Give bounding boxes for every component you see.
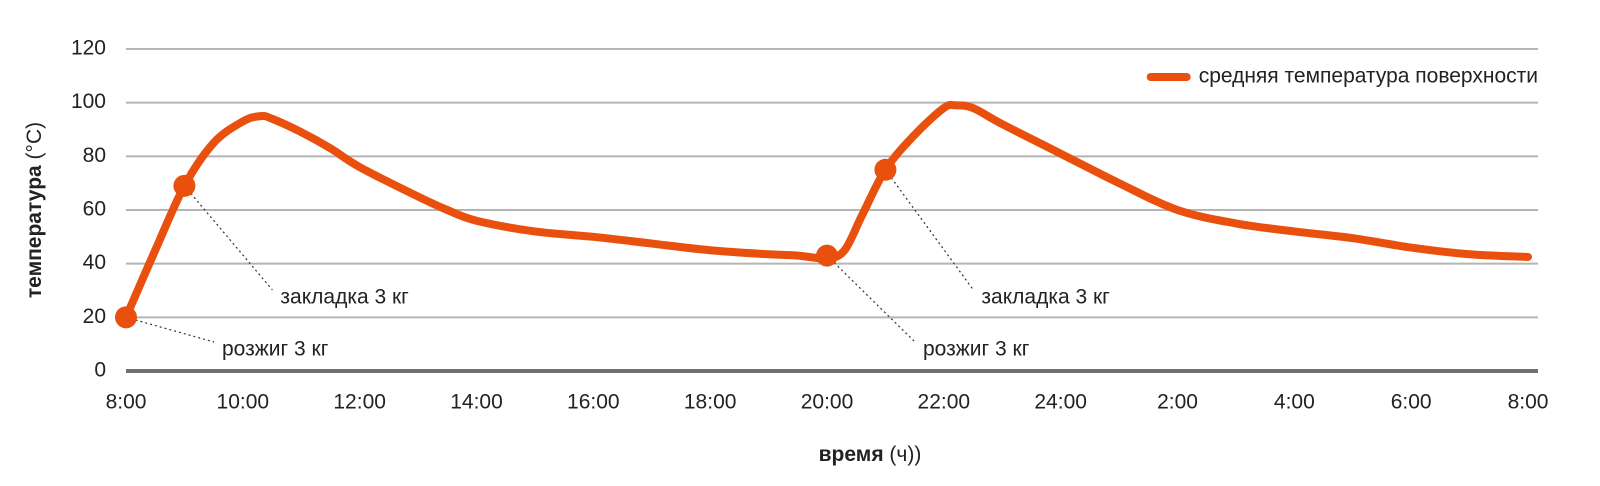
x-tick-label: 20:00 — [801, 391, 854, 414]
x-tick-label: 22:00 — [918, 391, 971, 414]
x-axis-title: время (ч)) — [819, 443, 922, 466]
y-tick-label: 60 — [83, 198, 106, 221]
y-title-bold: температура — [23, 165, 46, 298]
series-line — [122, 100, 1532, 322]
x-title-unit: (ч)) — [889, 443, 921, 466]
x-tick-label: 12:00 — [333, 391, 386, 414]
x-tick-label: 2:00 — [1157, 391, 1198, 414]
x-title-bold: время — [819, 443, 884, 466]
annotation-marker — [874, 158, 897, 181]
y-tick-label: 20 — [83, 305, 106, 328]
x-tick-label: 10:00 — [217, 391, 270, 414]
annotation-marker — [173, 174, 196, 197]
annotation-leader — [125, 316, 215, 343]
x-tick-label: 6:00 — [1391, 391, 1432, 414]
y-tick-label: 0 — [94, 359, 106, 382]
x-tick-label: 16:00 — [567, 391, 620, 414]
legend-label: средняя температура поверхности — [1199, 65, 1538, 88]
annotation-marker — [115, 306, 137, 329]
y-tick-label: 80 — [83, 144, 106, 167]
y-title-unit: (°C) — [23, 122, 46, 160]
x-tick-label: 24:00 — [1034, 391, 1087, 414]
annotation-label: розжиг 3 кг — [923, 338, 1030, 361]
x-tick-label: 14:00 — [450, 391, 503, 414]
y-tick-label: 100 — [71, 90, 106, 113]
annotation-leader — [183, 185, 273, 291]
y-tick-label: 40 — [83, 251, 106, 274]
y-tick-label: 120 — [71, 37, 106, 60]
annotation-leader — [826, 255, 916, 343]
annotation-label: закладка 3 кг — [280, 286, 409, 309]
annotation-marker — [816, 244, 838, 267]
x-tick-label: 8:00 — [1508, 391, 1549, 414]
annotation-leader — [884, 169, 974, 291]
annotation-label: розжиг 3 кг — [222, 338, 329, 361]
x-tick-label: 18:00 — [684, 391, 737, 414]
annotation-label: закладка 3 кг — [981, 286, 1110, 309]
x-tick-label: 4:00 — [1274, 391, 1315, 414]
x-tick-label: 8:00 — [106, 391, 147, 414]
y-axis-title: температура (°C) — [23, 122, 46, 298]
